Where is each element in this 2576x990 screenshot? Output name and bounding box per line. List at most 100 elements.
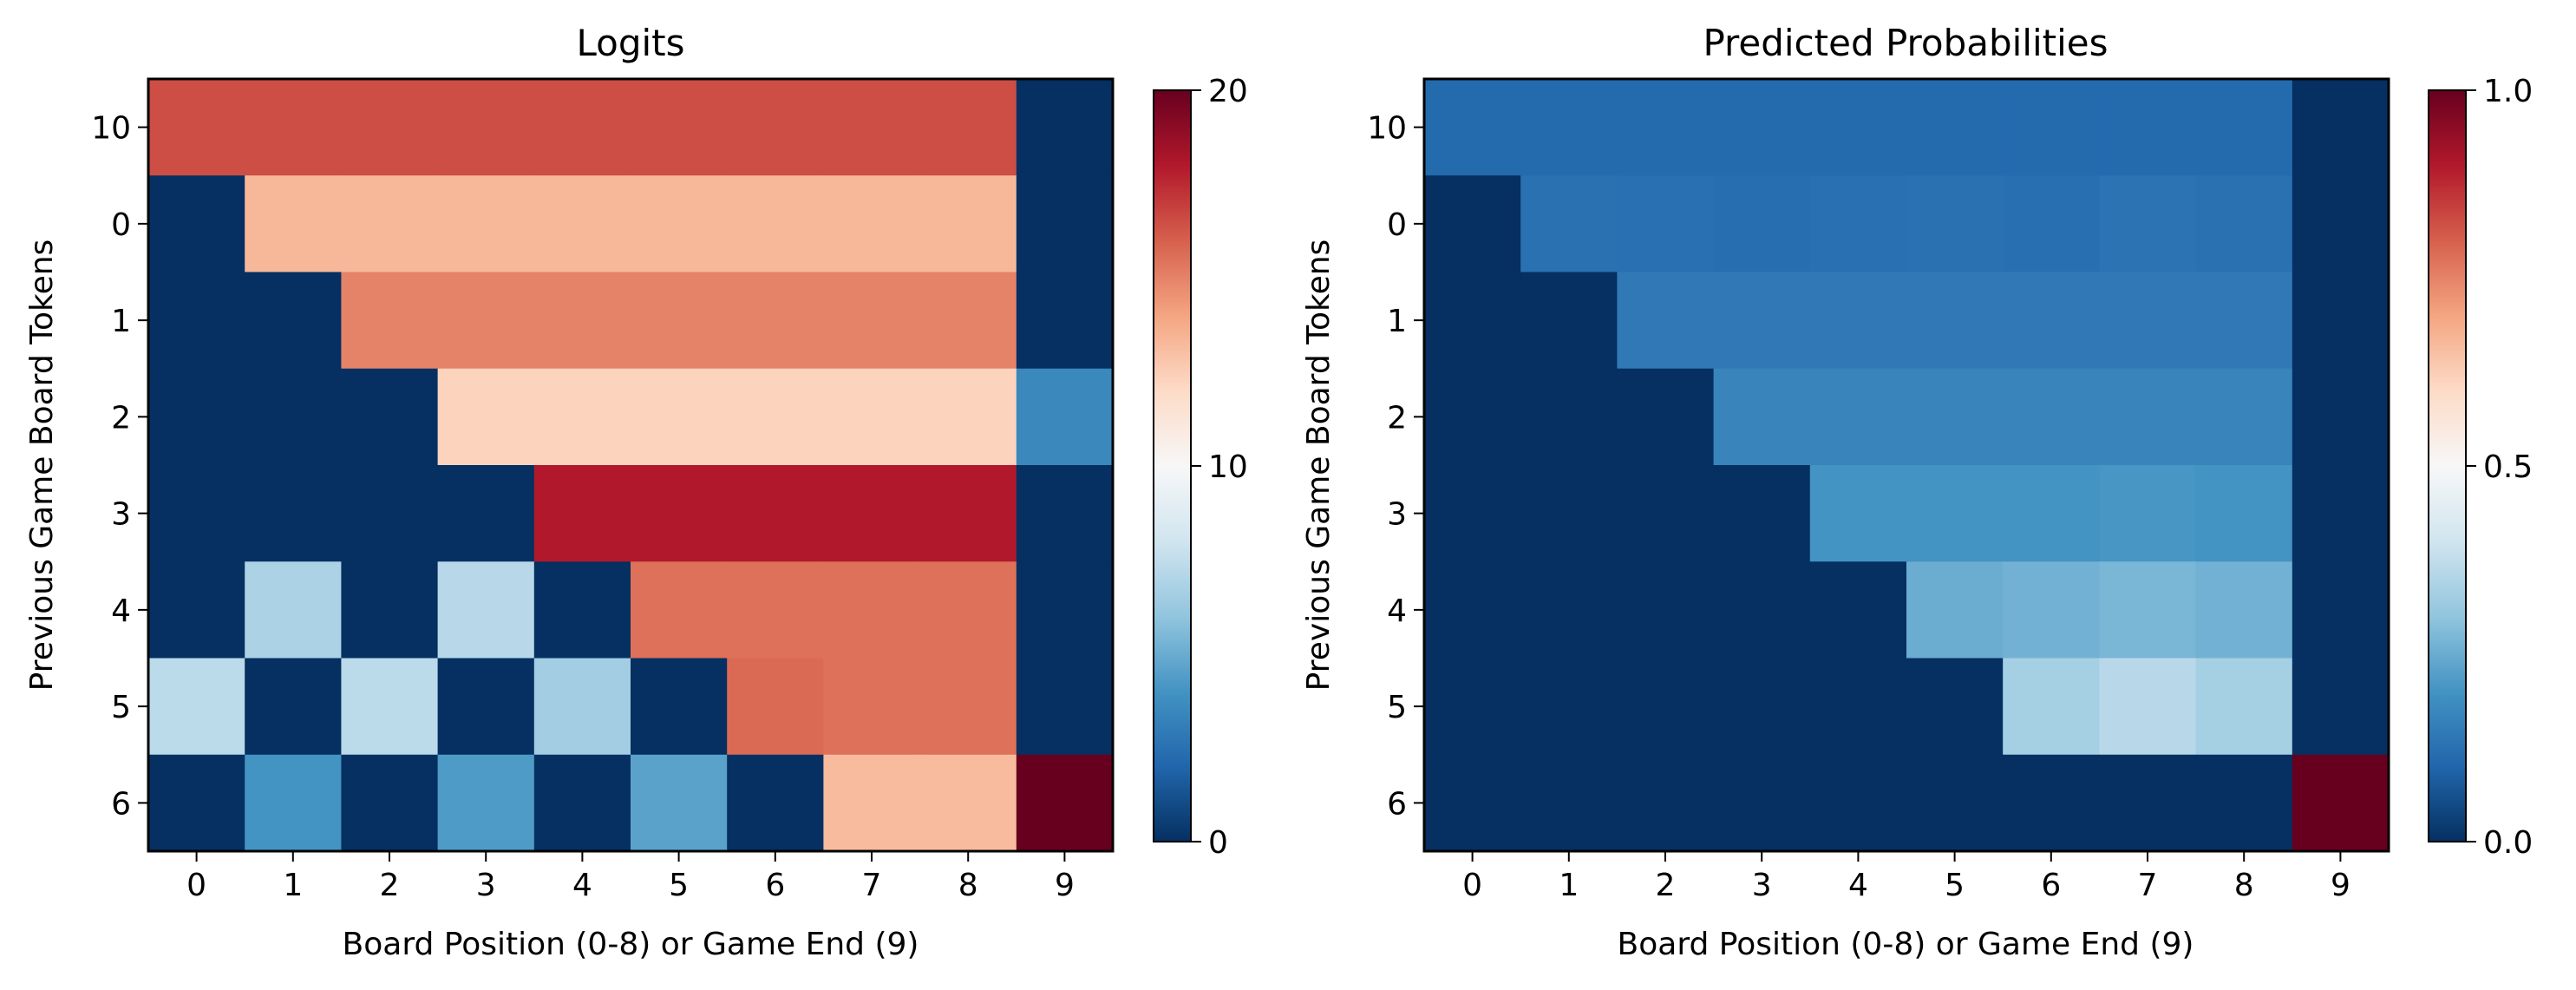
logits-cell-r0-c8 [919, 79, 1017, 176]
probabilities-cell-r2-c5 [1906, 272, 2004, 370]
logits-x-ticks: 0 1 2 3 4 5 6 7 8 9 [186, 851, 1075, 903]
logits-cell-r5-c9 [1016, 561, 1114, 659]
probabilities-colorbar-ticks: 0.0 0.5 1.0 [2466, 74, 2533, 861]
logits-cell-r5-c5 [631, 561, 728, 659]
probabilities-cell-r1-c8 [2195, 175, 2293, 273]
logits-cell-r1-c9 [1016, 175, 1114, 273]
probabilities-x-tick-label: 8 [2234, 868, 2254, 903]
logits-cell-r4-c5 [631, 465, 728, 562]
probabilities-cell-r1-c6 [2003, 175, 2100, 273]
logits-cell-r5-c3 [437, 561, 535, 659]
probabilities-cell-r2-c1 [1520, 272, 1618, 370]
probabilities-y-tick-label: 3 [1387, 497, 1407, 533]
logits-cell-r2-c6 [727, 272, 824, 370]
probabilities-cell-r4-c7 [2099, 465, 2197, 562]
logits-cell-r5-c7 [823, 561, 921, 659]
probabilities-y-tick-label: 5 [1387, 690, 1407, 725]
probabilities-cell-r4-c9 [2292, 465, 2390, 562]
probabilities-cell-r4-c4 [1809, 465, 1907, 562]
logits-x-tick-label: 2 [380, 868, 400, 903]
logits-cell-r1-c5 [631, 175, 728, 273]
probabilities-x-tick-label: 5 [1945, 868, 1965, 903]
logits-cell-r2-c9 [1016, 272, 1114, 370]
logits-cell-r0-c2 [341, 79, 439, 176]
logits-cell-r7-c2 [341, 754, 439, 852]
probabilities-cell-r5-c0 [1424, 561, 1521, 659]
logits-cell-r5-c8 [919, 561, 1017, 659]
logits-y-tick-label: 3 [111, 497, 131, 533]
logits-cell-r4-c7 [823, 465, 921, 562]
logits-cell-r6-c7 [823, 658, 921, 756]
probabilities-x-tick-label: 6 [2041, 868, 2061, 903]
probabilities-cell-r2-c3 [1713, 272, 1811, 370]
probabilities-cell-r0-c3 [1713, 79, 1811, 176]
probabilities-cell-r0-c5 [1906, 79, 2004, 176]
probabilities-cell-r5-c3 [1713, 561, 1811, 659]
probabilities-cell-r6-c6 [2003, 658, 2100, 756]
probabilities-cell-r0-c1 [1520, 79, 1618, 176]
probabilities-cell-r2-c6 [2003, 272, 2100, 370]
logits-title: Logits [576, 22, 684, 64]
probabilities-axes-frame [1422, 77, 2390, 853]
probabilities-y-tick-label: 4 [1387, 593, 1407, 629]
probabilities-title: Predicted Probabilities [1703, 22, 2108, 64]
logits-cell-r4-c8 [919, 465, 1017, 562]
logits-y-tick-label: 2 [111, 400, 131, 436]
logits-y-tick-label: 1 [111, 304, 131, 339]
probabilities-cell-r3-c2 [1617, 368, 1715, 466]
logits-cell-r6-c6 [727, 658, 824, 756]
probabilities-cell-r6-c9 [2292, 658, 2390, 756]
logits-cell-r1-c2 [341, 175, 439, 273]
logits-cell-r4-c9 [1016, 465, 1114, 562]
logits-cell-r0-c9 [1016, 79, 1114, 176]
probabilities-cell-r6-c0 [1424, 658, 1521, 756]
logits-cell-r6-c9 [1016, 658, 1114, 756]
probabilities-colorbar-tick-label: 0.5 [2483, 449, 2533, 485]
probabilities-cell-r3-c3 [1713, 368, 1811, 466]
probabilities-heatmap-cells [1424, 79, 2390, 852]
logits-cell-r4-c4 [533, 465, 631, 562]
logits-x-tick-label: 8 [958, 868, 978, 903]
logits-cell-r0-c0 [148, 79, 245, 176]
probabilities-x-ticks: 0 1 2 3 4 5 6 7 8 9 [1462, 851, 2350, 903]
probabilities-cell-r4-c3 [1713, 465, 1811, 562]
logits-colorbar: 0 10 20 [1153, 74, 1248, 861]
logits-cell-r6-c8 [919, 658, 1017, 756]
probabilities-cell-r4-c1 [1520, 465, 1618, 562]
probabilities-panel: Predicted Probabilities 0 1 2 3 4 5 6 7 8 9 10 0 1 2… [1301, 22, 2533, 962]
logits-cell-r6-c4 [533, 658, 631, 756]
logits-colorbar-ticks: 0 10 20 [1191, 74, 1248, 861]
logits-cell-r3-c1 [245, 368, 342, 466]
logits-cell-r7-c4 [533, 754, 631, 852]
logits-cell-r0-c1 [245, 79, 342, 176]
probabilities-cell-r4-c2 [1617, 465, 1715, 562]
logits-cell-r6-c0 [148, 658, 245, 756]
probabilities-cell-r3-c7 [2099, 368, 2197, 466]
probabilities-cell-r5-c5 [1906, 561, 2004, 659]
probabilities-cell-r7-c2 [1617, 754, 1715, 852]
probabilities-cell-r1-c1 [1520, 175, 1618, 273]
logits-panel: Logits 0 1 2 3 4 5 6 7 8 9 10 0 1 2 3 4 5 6 Board Positi… [24, 22, 1248, 962]
probabilities-cell-r4-c5 [1906, 465, 2004, 562]
probabilities-cell-r3-c9 [2292, 368, 2390, 466]
logits-cell-r0-c6 [727, 79, 824, 176]
probabilities-cell-r3-c6 [2003, 368, 2100, 466]
logits-cell-r3-c8 [919, 368, 1017, 466]
probabilities-cell-r6-c4 [1809, 658, 1907, 756]
logits-cell-r4-c3 [437, 465, 535, 562]
logits-x-tick-label: 7 [862, 868, 882, 903]
probabilities-x-axis-label: Board Position (0-8) or Game End (9) [1618, 927, 2194, 962]
logits-cell-r4-c0 [148, 465, 245, 562]
probabilities-cell-r2-c4 [1809, 272, 1907, 370]
probabilities-cell-r5-c1 [1520, 561, 1618, 659]
logits-cell-r3-c6 [727, 368, 824, 466]
probabilities-cell-r0-c2 [1617, 79, 1715, 176]
logits-x-tick-label: 3 [476, 868, 496, 903]
logits-cell-r7-c5 [631, 754, 728, 852]
logits-cell-r0-c4 [533, 79, 631, 176]
logits-cell-r4-c6 [727, 465, 824, 562]
probabilities-y-tick-label: 6 [1387, 786, 1407, 822]
probabilities-cell-r6-c1 [1520, 658, 1618, 756]
logits-cell-r2-c4 [533, 272, 631, 370]
